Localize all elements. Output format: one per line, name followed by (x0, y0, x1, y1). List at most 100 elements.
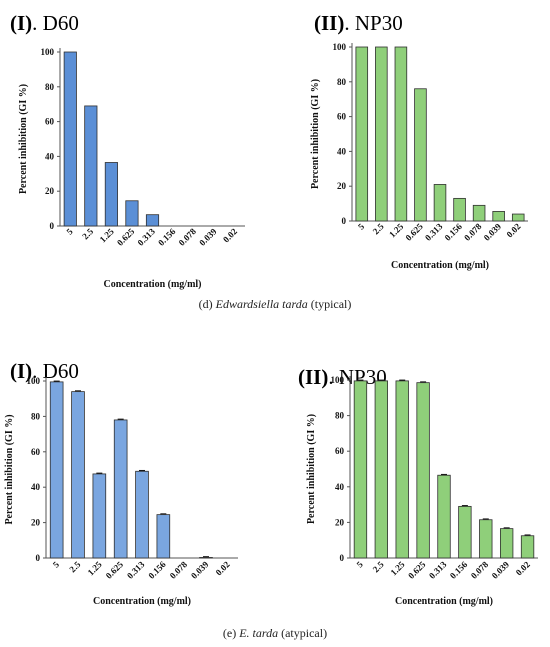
y-tick-label: 20 (45, 186, 55, 196)
x-tick-label: 0.313 (136, 226, 158, 248)
x-tick-label: 0.625 (406, 559, 428, 581)
panel-name: . D60 (32, 359, 79, 383)
chart-d-d60: (I). D60 0 20 40 60 80 100 Percent inhibition (… (10, 11, 245, 290)
y-axis-label: Percent inhibition (GI %) (18, 84, 29, 194)
bar-1.25 (394, 46, 408, 222)
x-tick-label: 0.039 (189, 559, 211, 581)
bar-0.039 (499, 528, 514, 559)
x-tick-label: 0.02 (504, 221, 523, 240)
caption-d: (d) Edwardsiella tarda (typical) (199, 297, 352, 311)
bar-2.5 (84, 105, 98, 227)
bar-0.02 (520, 535, 535, 559)
x-tick-label: 2.5 (371, 559, 386, 574)
panel-label: (II) (298, 365, 328, 389)
y-tick-label: 80 (335, 411, 345, 421)
x-tick-label: 0.02 (214, 559, 233, 578)
bar-1.25 (92, 473, 107, 559)
x-tick-label: 0.625 (403, 221, 425, 243)
bar-2.5 (374, 380, 389, 559)
x-tick-label: 5 (64, 226, 75, 237)
panel-name: . NP30 (344, 11, 402, 35)
bar-1.25 (104, 162, 118, 227)
y-tick-label: 100 (41, 47, 55, 57)
panel-title: (I). D60 (10, 359, 79, 383)
y-tick-label: 40 (31, 482, 41, 492)
caption-e: (e) E. tarda (atypical) (223, 626, 327, 640)
panel-title: (I). D60 (10, 11, 79, 35)
x-axis-label: Concentration (mg/ml) (395, 596, 493, 607)
bar-0.313 (135, 470, 149, 559)
x-tick-label: 0.156 (443, 221, 465, 243)
x-tick-label: 1.25 (387, 221, 406, 240)
x-tick-label: 2.5 (67, 559, 82, 574)
bar-5 (49, 381, 64, 559)
y-tick-label: 60 (335, 446, 345, 456)
y-tick-label: 80 (45, 82, 55, 92)
panel-label: (I) (10, 11, 32, 35)
bar-0.313 (145, 214, 160, 227)
x-tick-label: 0.078 (177, 226, 199, 248)
bar-0.313 (437, 474, 451, 559)
bar-5 (353, 380, 368, 559)
x-tick-label: 0.078 (469, 559, 491, 581)
x-tick-label: 0.156 (156, 226, 178, 248)
bar-2.5 (71, 391, 85, 559)
y-tick-label: 0 (36, 553, 41, 563)
y-tick-label: 60 (31, 447, 41, 457)
y-tick-label: 60 (337, 112, 347, 122)
panel-title: (II). NP30 (314, 11, 403, 35)
x-tick-label: 0.625 (104, 559, 126, 581)
x-tick-label: 1.25 (98, 226, 117, 245)
bar-0.313 (433, 184, 447, 222)
x-tick-label: 0.039 (482, 221, 504, 243)
bar-0.156 (453, 197, 466, 222)
bar-0.02 (511, 213, 525, 222)
bar-0.625 (125, 200, 139, 227)
chart-e-np30: (II). NP30 0 20 40 60 80 100 Percent inhibition… (298, 365, 538, 607)
y-tick-label: 40 (337, 146, 347, 156)
x-tick-label: 1.25 (86, 559, 105, 578)
bar-5 (63, 51, 77, 227)
bar-5 (355, 46, 369, 222)
bar-0.625 (113, 419, 128, 559)
x-tick-label: 0.156 (146, 559, 168, 581)
x-tick-label: 0.078 (462, 221, 484, 243)
x-tick-label: 0.078 (168, 559, 190, 581)
x-axis-label: Concentration (mg/ml) (103, 279, 201, 290)
bar-1.25 (395, 380, 409, 559)
bar-0.039 (492, 211, 505, 222)
y-tick-label: 0 (50, 221, 55, 231)
x-tick-label: 2.5 (371, 221, 386, 236)
y-tick-label: 0 (342, 216, 347, 226)
x-axis-label: Concentration (mg/ml) (391, 260, 489, 271)
bar-0.625 (414, 88, 427, 222)
x-axis-label: Concentration (mg/ml) (93, 596, 191, 607)
panel-title: (II). NP30 (298, 365, 387, 389)
bar-2.5 (375, 46, 388, 222)
chart-e-d60: (I). D60 0 20 40 60 80 100 Percent inhibition (… (4, 359, 238, 607)
panel-label: (I) (10, 359, 32, 383)
y-tick-label: 40 (335, 482, 345, 492)
y-axis-label: Percent inhibition (GI %) (310, 79, 321, 189)
y-tick-label: 60 (45, 117, 55, 127)
x-tick-label: 0.156 (448, 559, 470, 581)
bar-0.039 (199, 557, 213, 559)
bar-0.156 (458, 505, 472, 559)
panel-name: . D60 (32, 11, 79, 35)
x-tick-label: 0.02 (221, 226, 240, 245)
y-tick-label: 80 (31, 411, 41, 421)
y-tick-label: 20 (337, 181, 347, 191)
x-tick-label: 5 (51, 559, 62, 570)
bar-0.156 (156, 514, 171, 559)
x-tick-label: 0.313 (423, 221, 445, 243)
x-tick-label: 5 (355, 559, 366, 570)
x-tick-label: 0.02 (514, 559, 533, 578)
x-tick-label: 5 (356, 221, 367, 232)
x-tick-label: 2.5 (80, 226, 95, 241)
y-tick-label: 80 (337, 77, 347, 87)
y-tick-label: 100 (27, 376, 41, 386)
x-tick-label: 0.039 (490, 559, 512, 581)
x-tick-label: 0.039 (197, 226, 219, 248)
x-tick-label: 1.25 (388, 559, 407, 578)
